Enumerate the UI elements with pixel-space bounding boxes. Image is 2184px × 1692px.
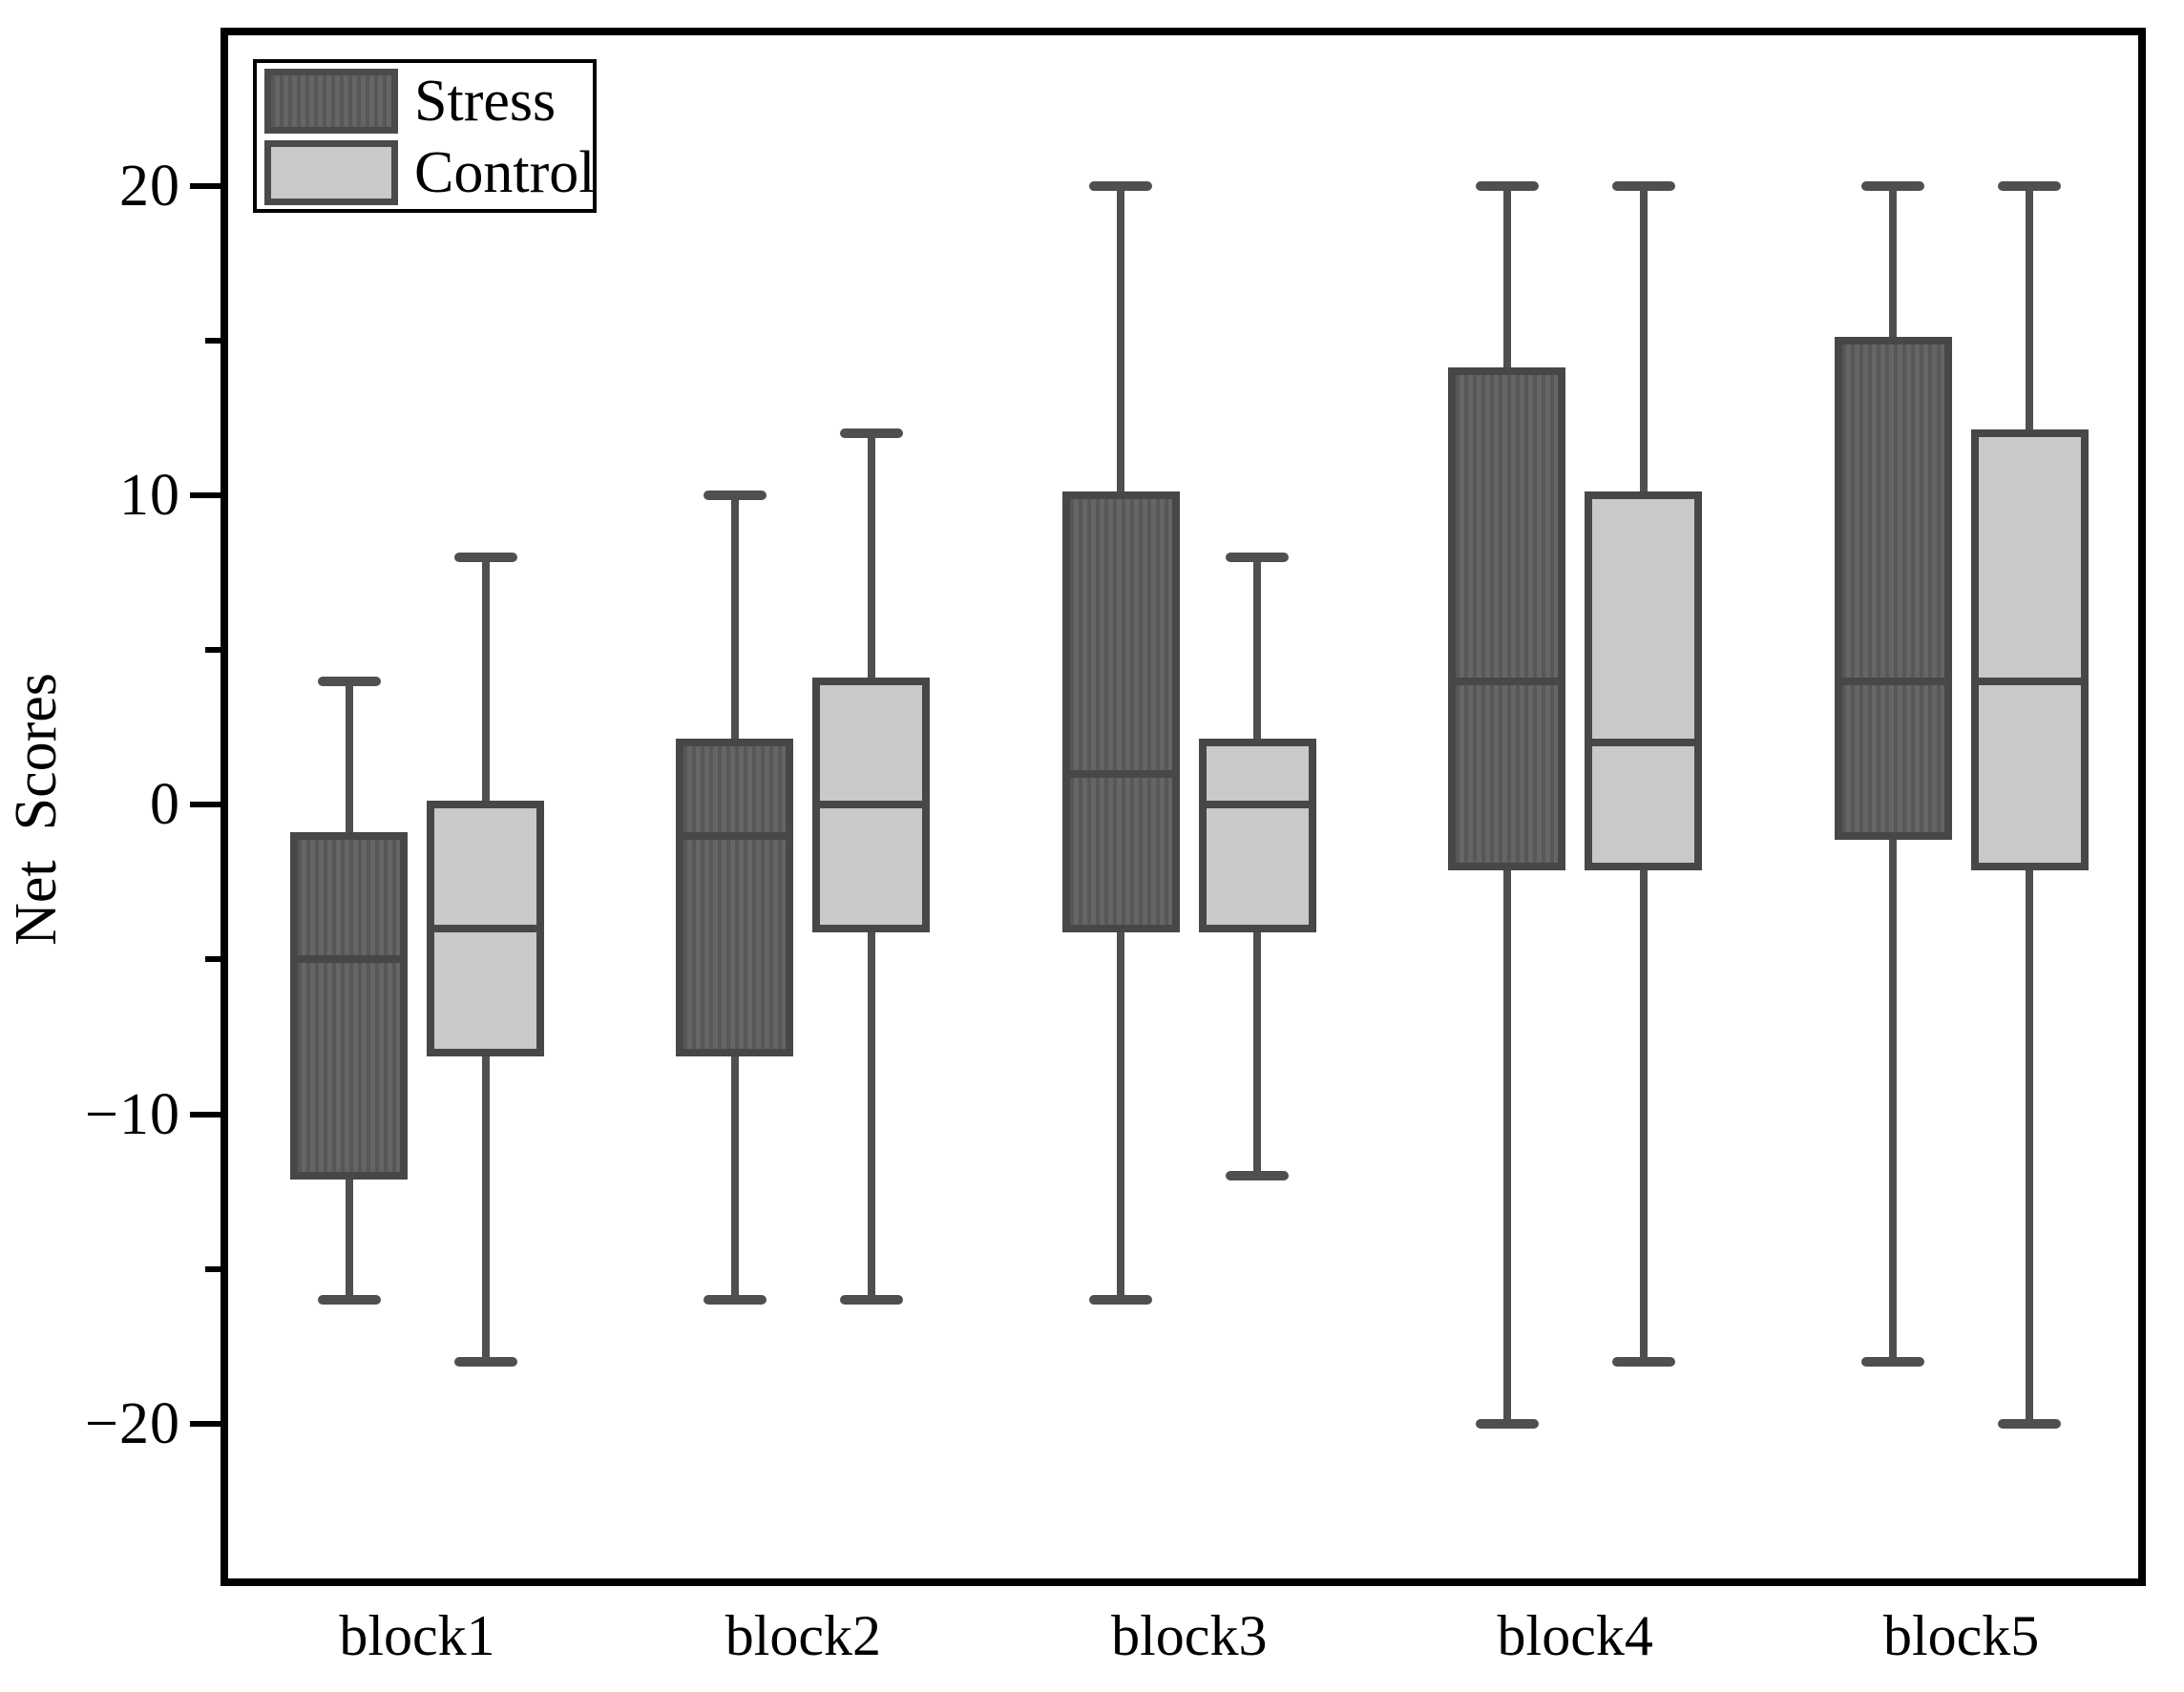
whisker-cap-min-control-block1	[453, 1356, 517, 1367]
y-tick-label: 0	[150, 772, 180, 838]
median-control-block2	[812, 801, 931, 809]
whisker-lower-stress-block5	[1889, 835, 1898, 1362]
whisker-upper-stress-block4	[1502, 185, 1511, 372]
y-tick-label: 20	[119, 153, 180, 219]
whisker-cap-max-control-block5	[1998, 180, 2062, 191]
whisker-cap-max-control-block1	[453, 552, 517, 562]
whisker-cap-min-stress-block4	[1475, 1418, 1539, 1429]
box-stress-block5	[1834, 337, 1952, 840]
legend-label-control: Control	[414, 140, 596, 205]
box-stress-block1	[290, 831, 408, 1180]
whisker-lower-control-block5	[2026, 867, 2034, 1424]
x-tick-label-block2: block2	[724, 1604, 882, 1667]
y-tick-label: −20	[85, 1390, 180, 1456]
whisker-cap-min-control-block2	[839, 1295, 903, 1306]
legend-swatch-control	[264, 140, 398, 205]
legend-swatch-stress	[264, 69, 398, 134]
whisker-lower-control-block3	[1253, 928, 1262, 1177]
whisker-upper-control-block1	[481, 556, 490, 805]
whisker-cap-max-control-block2	[839, 428, 903, 439]
whisker-cap-max-control-block4	[1611, 180, 1675, 191]
whisker-upper-control-block4	[1639, 185, 1648, 496]
box-control-block4	[1585, 491, 1703, 871]
whisker-upper-stress-block1	[345, 680, 353, 836]
whisker-cap-min-stress-block5	[1861, 1356, 1925, 1367]
legend-label-stress: Stress	[414, 69, 556, 134]
box-stress-block4	[1448, 367, 1566, 871]
whisker-lower-stress-block3	[1117, 928, 1125, 1300]
whisker-lower-control-block4	[1639, 867, 1648, 1362]
whisker-lower-stress-block1	[345, 1176, 353, 1300]
whisker-upper-control-block5	[2026, 185, 2034, 434]
whisker-cap-min-stress-block3	[1089, 1295, 1153, 1306]
box-stress-block2	[676, 739, 794, 1056]
median-control-block3	[1198, 801, 1316, 809]
median-stress-block2	[676, 831, 794, 840]
y-major-tick	[190, 1111, 224, 1118]
whisker-cap-max-stress-block5	[1861, 180, 1925, 191]
whisker-cap-min-stress-block2	[703, 1295, 766, 1306]
x-tick-label-block1: block1	[339, 1604, 495, 1667]
median-stress-block4	[1448, 677, 1566, 685]
whisker-upper-stress-block3	[1117, 185, 1125, 496]
whisker-lower-control-block1	[481, 1052, 490, 1362]
whisker-lower-control-block2	[867, 928, 875, 1300]
median-stress-block5	[1834, 677, 1952, 685]
y-minor-tick	[205, 1265, 224, 1272]
whisker-lower-stress-block2	[730, 1052, 739, 1301]
whisker-cap-max-stress-block3	[1089, 180, 1153, 191]
y-major-tick	[190, 802, 224, 808]
y-major-tick	[190, 1420, 224, 1427]
whisker-cap-min-control-block4	[1611, 1356, 1675, 1367]
median-control-block5	[1970, 677, 2089, 685]
x-tick-label-block4: block4	[1497, 1604, 1653, 1667]
legend: Stress Control	[253, 59, 597, 213]
y-minor-tick	[205, 338, 224, 344]
whisker-cap-max-stress-block4	[1475, 180, 1539, 191]
whisker-cap-max-stress-block1	[317, 676, 381, 686]
whisker-lower-stress-block4	[1502, 867, 1511, 1424]
y-major-tick	[190, 492, 224, 499]
box-stress-block3	[1061, 491, 1180, 932]
box-control-block3	[1198, 739, 1316, 932]
whisker-cap-min-control-block3	[1226, 1171, 1290, 1181]
whisker-upper-stress-block5	[1889, 185, 1898, 341]
x-tick-label-block3: block3	[1111, 1604, 1268, 1667]
median-control-block1	[427, 924, 544, 932]
median-stress-block3	[1061, 769, 1180, 778]
x-tick-label-block5: block5	[1882, 1604, 2040, 1667]
y-tick-label: 10	[119, 463, 180, 529]
median-stress-block1	[290, 955, 408, 964]
whisker-upper-stress-block2	[730, 495, 739, 743]
y-minor-tick	[205, 647, 224, 654]
whisker-cap-min-stress-block1	[317, 1295, 381, 1306]
y-major-tick	[190, 182, 224, 189]
whisker-cap-max-control-block3	[1226, 552, 1290, 562]
y-minor-tick	[205, 956, 224, 963]
median-control-block4	[1585, 739, 1703, 747]
y-tick-label: −10	[85, 1081, 180, 1147]
box-control-block5	[1970, 429, 2089, 871]
whisker-upper-control-block2	[867, 433, 875, 681]
whisker-cap-max-stress-block2	[703, 491, 766, 501]
whisker-upper-control-block3	[1253, 556, 1262, 743]
whisker-cap-min-control-block5	[1998, 1418, 2062, 1429]
